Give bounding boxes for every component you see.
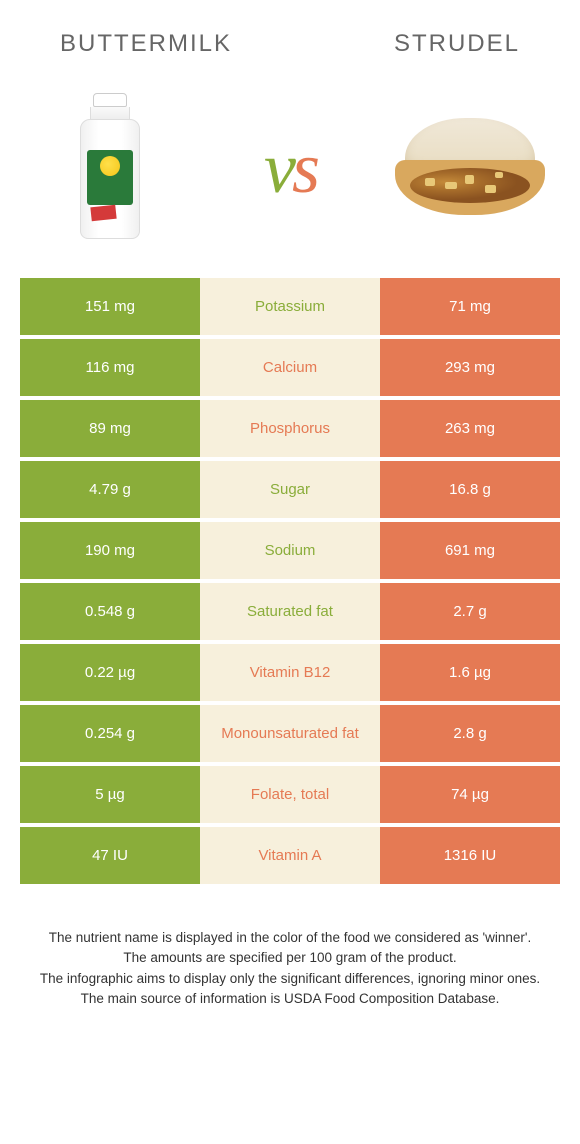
- value-left: 0.548 g: [20, 583, 200, 640]
- nutrient-label: Monounsaturated fat: [200, 705, 380, 762]
- nutrient-label: Phosphorus: [200, 400, 380, 457]
- nutrient-label: Vitamin B12: [200, 644, 380, 701]
- footer-line: The amounts are specified per 100 gram o…: [30, 948, 550, 968]
- nutrient-row: 190 mgSodium691 mg: [20, 522, 560, 579]
- nutrient-row: 89 mgPhosphorus263 mg: [20, 400, 560, 457]
- value-right: 293 mg: [380, 339, 560, 396]
- nutrient-row: 0.548 gSaturated fat2.7 g: [20, 583, 560, 640]
- images-row: vs: [0, 78, 580, 278]
- footer-line: The nutrient name is displayed in the co…: [30, 928, 550, 948]
- nutrient-row: 116 mgCalcium293 mg: [20, 339, 560, 396]
- value-right: 1.6 µg: [380, 644, 560, 701]
- value-right: 263 mg: [380, 400, 560, 457]
- nutrient-row: 47 IUVitamin A1316 IU: [20, 827, 560, 884]
- nutrient-label: Saturated fat: [200, 583, 380, 640]
- value-left: 190 mg: [20, 522, 200, 579]
- value-right: 691 mg: [380, 522, 560, 579]
- food-title-left: BUTTERMILK: [60, 30, 232, 58]
- value-left: 0.22 µg: [20, 644, 200, 701]
- vs-label: vs: [264, 127, 316, 210]
- nutrient-row: 5 µgFolate, total74 µg: [20, 766, 560, 823]
- value-left: 89 mg: [20, 400, 200, 457]
- nutrient-table: 151 mgPotassium71 mg116 mgCalcium293 mg8…: [20, 278, 560, 884]
- value-left: 5 µg: [20, 766, 200, 823]
- buttermilk-image: [30, 88, 190, 248]
- infographic-container: BUTTERMILK STRUDEL vs: [0, 0, 580, 1029]
- nutrient-label: Sodium: [200, 522, 380, 579]
- strudel-image: [390, 88, 550, 248]
- value-right: 71 mg: [380, 278, 560, 335]
- vs-s: s: [292, 128, 316, 208]
- value-right: 2.7 g: [380, 583, 560, 640]
- nutrient-label: Potassium: [200, 278, 380, 335]
- value-left: 0.254 g: [20, 705, 200, 762]
- value-right: 1316 IU: [380, 827, 560, 884]
- footer-line: The infographic aims to display only the…: [30, 969, 550, 989]
- value-left: 4.79 g: [20, 461, 200, 518]
- nutrient-label: Sugar: [200, 461, 380, 518]
- value-left: 151 mg: [20, 278, 200, 335]
- footer-line: The main source of information is USDA F…: [30, 989, 550, 1009]
- value-right: 74 µg: [380, 766, 560, 823]
- strudel-icon: [395, 118, 545, 218]
- value-right: 16.8 g: [380, 461, 560, 518]
- nutrient-label: Vitamin A: [200, 827, 380, 884]
- nutrient-label: Calcium: [200, 339, 380, 396]
- bottle-icon: [80, 93, 140, 243]
- nutrient-row: 151 mgPotassium71 mg: [20, 278, 560, 335]
- food-title-right: STRUDEL: [394, 30, 520, 58]
- nutrient-row: 0.254 gMonounsaturated fat2.8 g: [20, 705, 560, 762]
- value-left: 116 mg: [20, 339, 200, 396]
- header: BUTTERMILK STRUDEL: [0, 0, 580, 78]
- value-right: 2.8 g: [380, 705, 560, 762]
- nutrient-label: Folate, total: [200, 766, 380, 823]
- footer-notes: The nutrient name is displayed in the co…: [0, 888, 580, 1029]
- nutrient-row: 0.22 µgVitamin B121.6 µg: [20, 644, 560, 701]
- nutrient-row: 4.79 gSugar16.8 g: [20, 461, 560, 518]
- vs-v: v: [264, 128, 292, 208]
- value-left: 47 IU: [20, 827, 200, 884]
